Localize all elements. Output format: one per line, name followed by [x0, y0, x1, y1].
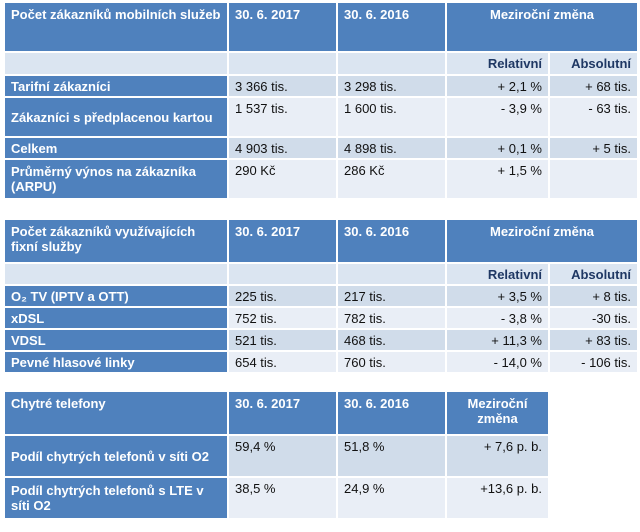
table-row: Zákazníci s předplacenou kartou 1 537 ti…: [5, 98, 637, 136]
value-2016: 782 tis.: [338, 308, 445, 328]
table-row: Celkem 4 903 tis. 4 898 tis. + 0,1 % + 5…: [5, 138, 637, 158]
value-relative: + 11,3 %: [447, 330, 548, 350]
value-relative: + 0,1 %: [447, 138, 548, 158]
value-2016: 760 tis.: [338, 352, 445, 372]
value-2017: 4 903 tis.: [229, 138, 336, 158]
value-2016: 24,9 %: [338, 478, 445, 518]
subheader-absolute: Absolutní: [550, 53, 637, 74]
value-absolute: - 106 tis.: [550, 352, 637, 372]
value-absolute: + 5 tis.: [550, 138, 637, 158]
value-relative: - 14,0 %: [447, 352, 548, 372]
table-row: Tarifní zákazníci 3 366 tis. 3 298 tis. …: [5, 76, 637, 96]
value-2017: 1 537 tis.: [229, 98, 336, 136]
row-label: Pevné hlasové linky: [5, 352, 227, 372]
column-header-2016: 30. 6. 2016: [338, 220, 445, 262]
empty-cell: [338, 53, 445, 74]
row-label: Zákazníci s předplacenou kartou: [5, 98, 227, 136]
table-row: Průměrný výnos na zákazníka (ARPU) 290 K…: [5, 160, 637, 198]
value-2017: 225 tis.: [229, 286, 336, 306]
column-header-yoy-change: Meziroční změna: [447, 220, 637, 262]
column-header-2016: 30. 6. 2016: [338, 3, 445, 51]
row-label: Tarifní zákazníci: [5, 76, 227, 96]
row-label: O₂ TV (IPTV a OTT): [5, 286, 227, 306]
value-relative: + 2,1 %: [447, 76, 548, 96]
value-2017: 752 tis.: [229, 308, 336, 328]
table-row: O₂ TV (IPTV a OTT) 225 tis. 217 tis. + 3…: [5, 286, 637, 306]
value-2016: 3 298 tis.: [338, 76, 445, 96]
table-row: Pevné hlasové linky 654 tis. 760 tis. - …: [5, 352, 637, 372]
subheader-relative: Relativní: [447, 53, 548, 74]
row-label: Podíl chytrých telefonů v síti O2: [5, 436, 227, 476]
column-header-yoy-change: Meziroční změna: [447, 392, 548, 434]
table-row: VDSL 521 tis. 468 tis. + 11,3 % + 83 tis…: [5, 330, 637, 350]
value-2016: 468 tis.: [338, 330, 445, 350]
value-relative: + 3,5 %: [447, 286, 548, 306]
value-absolute: - 63 tis.: [550, 98, 637, 136]
value-absolute: [550, 160, 637, 198]
empty-cell: [5, 53, 227, 74]
value-2016: 4 898 tis.: [338, 138, 445, 158]
value-absolute: -30 tis.: [550, 308, 637, 328]
value-relative: - 3,8 %: [447, 308, 548, 328]
column-header-2017: 30. 6. 2017: [229, 3, 336, 51]
table-title: Počet zákazníků využívajících fixní služ…: [5, 220, 227, 262]
value-2017: 59,4 %: [229, 436, 336, 476]
row-label: Průměrný výnos na zákazníka (ARPU): [5, 160, 227, 198]
fixed-customers-table: Počet zákazníků využívajících fixní služ…: [3, 218, 639, 374]
column-header-2017: 30. 6. 2017: [229, 392, 336, 434]
value-2017: 290 Kč: [229, 160, 336, 198]
empty-cell: [229, 53, 336, 74]
value-2017: 521 tis.: [229, 330, 336, 350]
empty-cell: [5, 264, 227, 284]
row-label: Podíl chytrých telefonů s LTE v síti O2: [5, 478, 227, 518]
value-change: + 7,6 p. b.: [447, 436, 548, 476]
table-row: Podíl chytrých telefonů v síti O2 59,4 %…: [5, 436, 548, 476]
value-2016: 286 Kč: [338, 160, 445, 198]
subheader-relative: Relativní: [447, 264, 548, 284]
table-title: Počet zákazníků mobilních služeb: [5, 3, 227, 51]
table-row: Podíl chytrých telefonů s LTE v síti O2 …: [5, 478, 548, 518]
empty-cell: [338, 264, 445, 284]
empty-cell: [229, 264, 336, 284]
smartphones-table: Chytré telefony 30. 6. 2017 30. 6. 2016 …: [3, 390, 550, 520]
value-absolute: + 68 tis.: [550, 76, 637, 96]
value-absolute: + 8 tis.: [550, 286, 637, 306]
value-2017: 3 366 tis.: [229, 76, 336, 96]
mobile-customers-table: Počet zákazníků mobilních služeb 30. 6. …: [3, 1, 639, 200]
table-title: Chytré telefony: [5, 392, 227, 434]
table-row: xDSL 752 tis. 782 tis. - 3,8 % -30 tis.: [5, 308, 637, 328]
value-relative: + 1,5 %: [447, 160, 548, 198]
row-label: VDSL: [5, 330, 227, 350]
value-relative: - 3,9 %: [447, 98, 548, 136]
value-2016: 217 tis.: [338, 286, 445, 306]
column-header-yoy-change: Meziroční změna: [447, 3, 637, 51]
value-2017: 654 tis.: [229, 352, 336, 372]
column-header-2017: 30. 6. 2017: [229, 220, 336, 262]
row-label: Celkem: [5, 138, 227, 158]
subheader-absolute: Absolutní: [550, 264, 637, 284]
column-header-2016: 30. 6. 2016: [338, 392, 445, 434]
row-label: xDSL: [5, 308, 227, 328]
value-2017: 38,5 %: [229, 478, 336, 518]
value-2016: 1 600 tis.: [338, 98, 445, 136]
value-absolute: + 83 tis.: [550, 330, 637, 350]
value-2016: 51,8 %: [338, 436, 445, 476]
value-change: +13,6 p. b.: [447, 478, 548, 518]
